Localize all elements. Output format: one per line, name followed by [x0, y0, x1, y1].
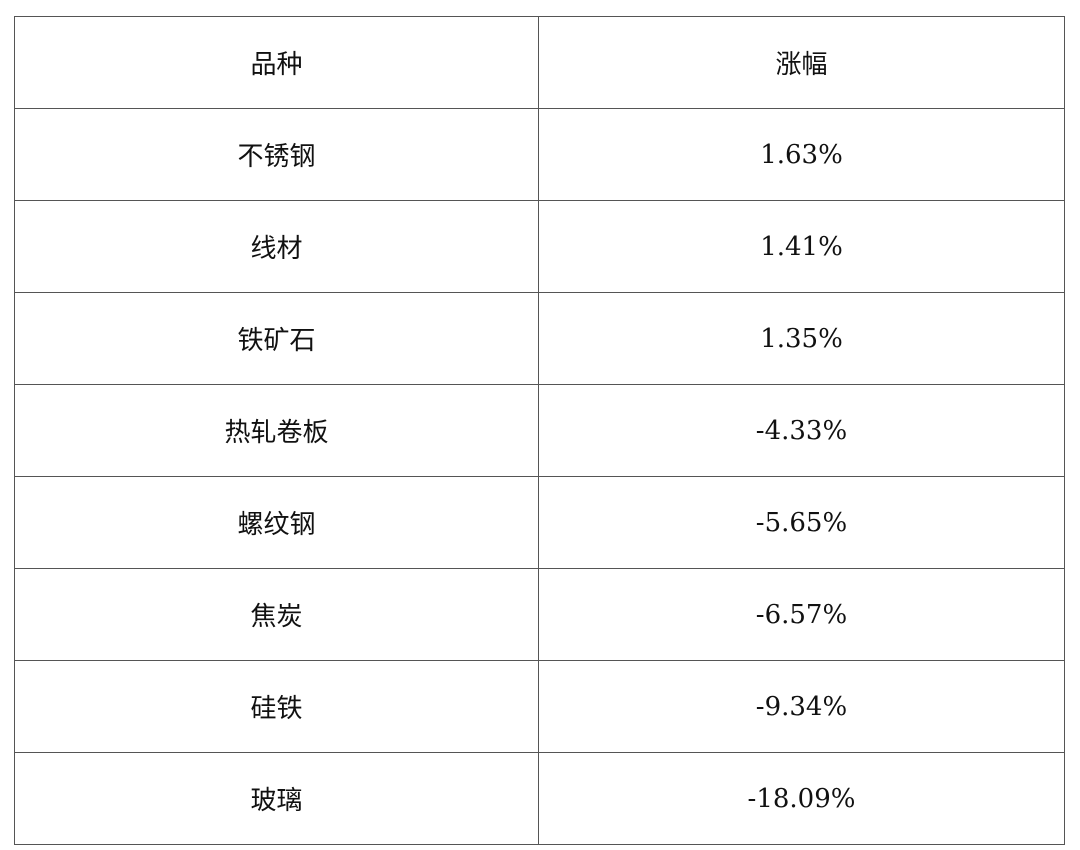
- change-cell: 1.41%: [538, 200, 1065, 293]
- change-cell: 1.63%: [538, 108, 1065, 201]
- variety-cell: 热轧卷板: [14, 384, 539, 477]
- variety-cell: 玻璃: [14, 752, 539, 845]
- change-cell: 1.35%: [538, 292, 1065, 385]
- header-change: 涨幅: [538, 16, 1065, 109]
- table-row: 热轧卷板 -4.33%: [14, 384, 1065, 477]
- table-row: 线材 1.41%: [14, 200, 1065, 293]
- table-row: 螺纹钢 -5.65%: [14, 476, 1065, 569]
- variety-cell: 不锈钢: [14, 108, 539, 201]
- table-row: 硅铁 -9.34%: [14, 660, 1065, 753]
- table-body: 品种 涨幅 不锈钢 1.63% 线材 1.41% 铁矿石 1.35% 热轧卷板 -4.33% 螺…: [14, 16, 1065, 845]
- table-row: 铁矿石 1.35%: [14, 292, 1065, 385]
- variety-cell: 硅铁: [14, 660, 539, 753]
- variety-cell: 线材: [14, 200, 539, 293]
- table-row: 焦炭 -6.57%: [14, 568, 1065, 661]
- variety-cell: 焦炭: [14, 568, 539, 661]
- header-row: 品种 涨幅: [14, 16, 1065, 109]
- table-row: 玻璃 -18.09%: [14, 752, 1065, 845]
- price-change-table: 品种 涨幅 不锈钢 1.63% 线材 1.41% 铁矿石 1.35% 热轧卷板 -4.33% 螺…: [14, 16, 1065, 845]
- change-cell: -18.09%: [538, 752, 1065, 845]
- change-cell: -4.33%: [538, 384, 1065, 477]
- variety-cell: 螺纹钢: [14, 476, 539, 569]
- change-cell: -6.57%: [538, 568, 1065, 661]
- change-cell: -5.65%: [538, 476, 1065, 569]
- table-row: 不锈钢 1.63%: [14, 108, 1065, 201]
- change-cell: -9.34%: [538, 660, 1065, 753]
- header-variety: 品种: [14, 16, 539, 109]
- variety-cell: 铁矿石: [14, 292, 539, 385]
